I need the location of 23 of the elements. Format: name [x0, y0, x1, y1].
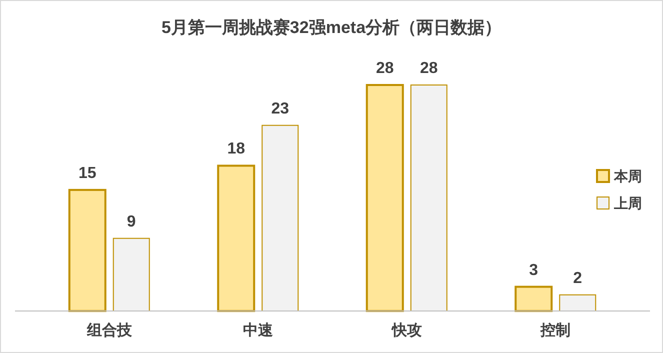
x-tick-label: 中速: [243, 322, 274, 339]
bar: [262, 124, 299, 312]
data-label: 2: [573, 270, 582, 287]
data-label: 15: [78, 164, 96, 182]
bar: [514, 286, 553, 312]
data-label: 9: [126, 213, 136, 230]
x-tick-label: 控制: [540, 322, 571, 339]
data-label: 3: [529, 262, 538, 279]
x-tick-label: 组合技: [86, 322, 133, 339]
data-label: 28: [420, 60, 438, 77]
bar: [366, 84, 404, 312]
data-label: 18: [227, 140, 246, 158]
chart-title: 5月第一周挑战赛32强meta分析（两日数据）: [161, 18, 502, 37]
x-tick-label: 快攻: [390, 322, 422, 339]
bar: [410, 84, 448, 312]
data-label: 23: [271, 100, 290, 118]
bar: [559, 294, 596, 312]
bar: [68, 188, 106, 312]
legend-label: 本周: [613, 168, 642, 184]
data-label: 28: [376, 60, 394, 77]
bar: [112, 238, 150, 312]
bar: [217, 164, 256, 312]
legend-label: 上周: [613, 195, 642, 211]
